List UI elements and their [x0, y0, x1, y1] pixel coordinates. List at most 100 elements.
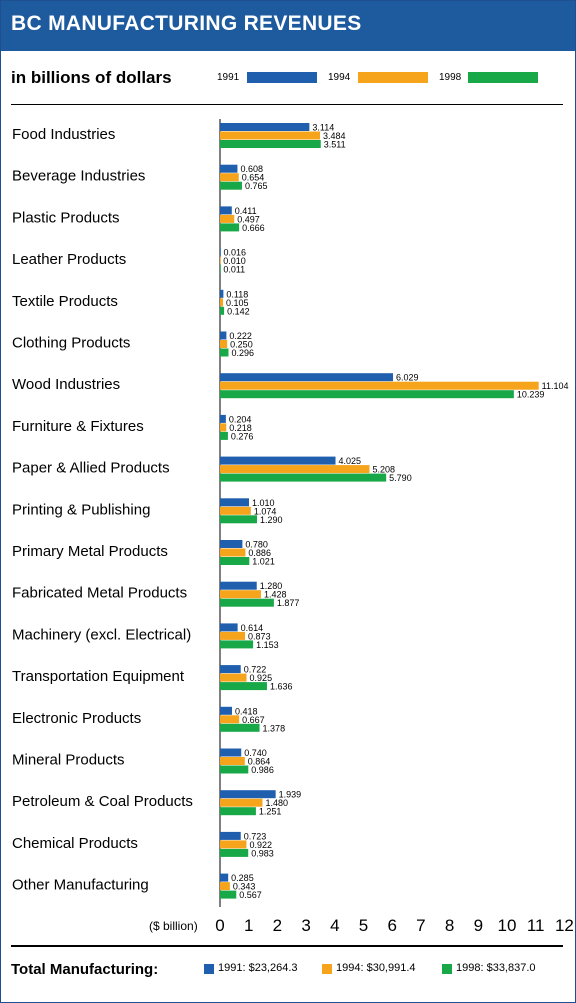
category-label: Leather Products	[12, 251, 126, 268]
bar-1991	[220, 873, 229, 882]
bar-1998	[220, 807, 256, 816]
category-label: Furniture & Fixtures	[12, 418, 144, 435]
bar-1991	[220, 498, 249, 507]
bar-1998	[220, 140, 321, 148]
bar-1998	[220, 431, 228, 440]
bar-1998	[220, 306, 225, 315]
data-label-1994: 0.925	[250, 673, 273, 683]
bar-1991	[220, 164, 238, 173]
data-label-1991: 0.285	[231, 873, 254, 883]
title-bar: BC MANUFACTURING REVENUES	[1, 1, 575, 51]
bar-1998	[220, 473, 387, 482]
data-label-1998: 0.567	[239, 890, 262, 900]
category-label: Textile Products	[12, 293, 118, 310]
data-label-1991: 0.418	[235, 706, 258, 716]
x-tick-label: 4	[330, 916, 339, 935]
total-1998: 1998: $33,837.0	[456, 962, 536, 974]
bar-1991	[220, 706, 232, 715]
legend-label-1994: 1994	[328, 72, 351, 83]
data-label-1998: 1.021	[252, 557, 275, 567]
chart-subtitle: in billions of dollars	[11, 68, 172, 87]
data-label-1998: 0.986	[251, 765, 274, 775]
category-label: Plastic Products	[12, 209, 120, 226]
data-label-1998: 1.153	[256, 640, 279, 650]
category-label: Food Industries	[12, 126, 115, 143]
bar-1994	[220, 548, 246, 557]
data-label-1991: 0.723	[244, 831, 267, 841]
data-label-1994: 0.922	[249, 840, 272, 850]
bar-1991	[220, 373, 394, 382]
data-label-1998: 0.142	[227, 306, 250, 316]
category-label: Printing & Publishing	[12, 501, 150, 518]
legend-label-1998: 1998	[439, 72, 462, 83]
data-label-1998: 1.290	[260, 515, 283, 525]
bar-1991	[220, 206, 232, 215]
total-1994: 1994: $30,991.4	[336, 962, 416, 974]
bar-1998	[220, 348, 229, 357]
category-label: Other Manufacturing	[12, 877, 149, 894]
bar-1991	[220, 581, 257, 590]
bar-1991	[220, 248, 221, 257]
bar-1998	[220, 682, 267, 691]
data-label-1991: 0.118	[226, 289, 248, 299]
data-label-1998: 1.251	[259, 807, 282, 817]
bar-1994	[220, 256, 221, 265]
data-label-1991: 1.280	[260, 581, 283, 591]
total-swatch-1991	[204, 964, 214, 974]
bar-1991	[220, 414, 226, 423]
data-label-1998: 3.511	[324, 140, 346, 150]
data-label-1994: 1.428	[264, 590, 287, 600]
data-label-1998: 0.666	[242, 223, 265, 233]
category-label: Clothing Products	[12, 335, 130, 352]
total-manufacturing-label: Total Manufacturing:	[11, 961, 159, 978]
bar-1994	[220, 214, 235, 223]
category-label: Paper & Allied Products	[12, 460, 170, 477]
bar-1998	[220, 390, 514, 399]
bar-1998	[220, 265, 221, 274]
bar-1998	[220, 723, 260, 732]
bar-1991	[220, 331, 227, 340]
bar-1998	[220, 640, 254, 649]
bar-1994	[220, 423, 227, 432]
bar-1991	[220, 540, 243, 548]
bar-1998	[220, 765, 249, 774]
bar-1994	[220, 381, 539, 390]
bar-1991	[220, 456, 336, 465]
bar-1994	[220, 465, 370, 474]
data-label-1998: 1.378	[263, 723, 286, 733]
data-label-1994: 0.010	[223, 256, 246, 266]
bar-1991	[220, 665, 241, 674]
category-label: Fabricated Metal Products	[12, 585, 187, 602]
x-tick-label: 6	[387, 916, 396, 935]
data-label-1994: 0.654	[242, 173, 265, 183]
data-label-1991: 0.614	[241, 623, 264, 633]
bar-1994	[220, 506, 251, 515]
data-label-1994: 0.886	[248, 548, 271, 558]
category-label: Machinery (excl. Electrical)	[12, 626, 191, 643]
data-label-1991: 1.939	[279, 790, 302, 800]
x-tick-label: 11	[527, 916, 545, 935]
data-label-1991: 0.204	[229, 414, 252, 424]
bar-1991	[220, 289, 224, 298]
bar-1991	[220, 748, 242, 757]
data-label-1994: 11.104	[542, 381, 569, 391]
top-divider	[11, 104, 563, 105]
data-label-1991: 0.411	[235, 206, 257, 216]
legend-swatch-1994	[358, 72, 428, 83]
data-label-1991: 0.222	[229, 331, 252, 341]
data-label-1998: 1.877	[277, 598, 300, 608]
x-tick-label: 2	[273, 916, 282, 935]
data-label-1991: 6.029	[396, 373, 419, 383]
data-label-1991: 4.025	[339, 456, 362, 466]
data-label-1998: 0.276	[231, 431, 254, 441]
bar-1994	[220, 882, 230, 891]
bar-1994	[220, 590, 261, 599]
legend-swatch-1998	[468, 72, 538, 83]
category-label: Primary Metal Products	[12, 543, 168, 560]
bar-1994	[220, 798, 263, 807]
data-label-1991: 3.114	[312, 123, 334, 133]
bar-1991	[220, 123, 310, 131]
data-label-1991: 0.608	[240, 164, 263, 174]
data-label-1994: 0.497	[237, 214, 260, 224]
x-tick-label: 7	[416, 916, 425, 935]
